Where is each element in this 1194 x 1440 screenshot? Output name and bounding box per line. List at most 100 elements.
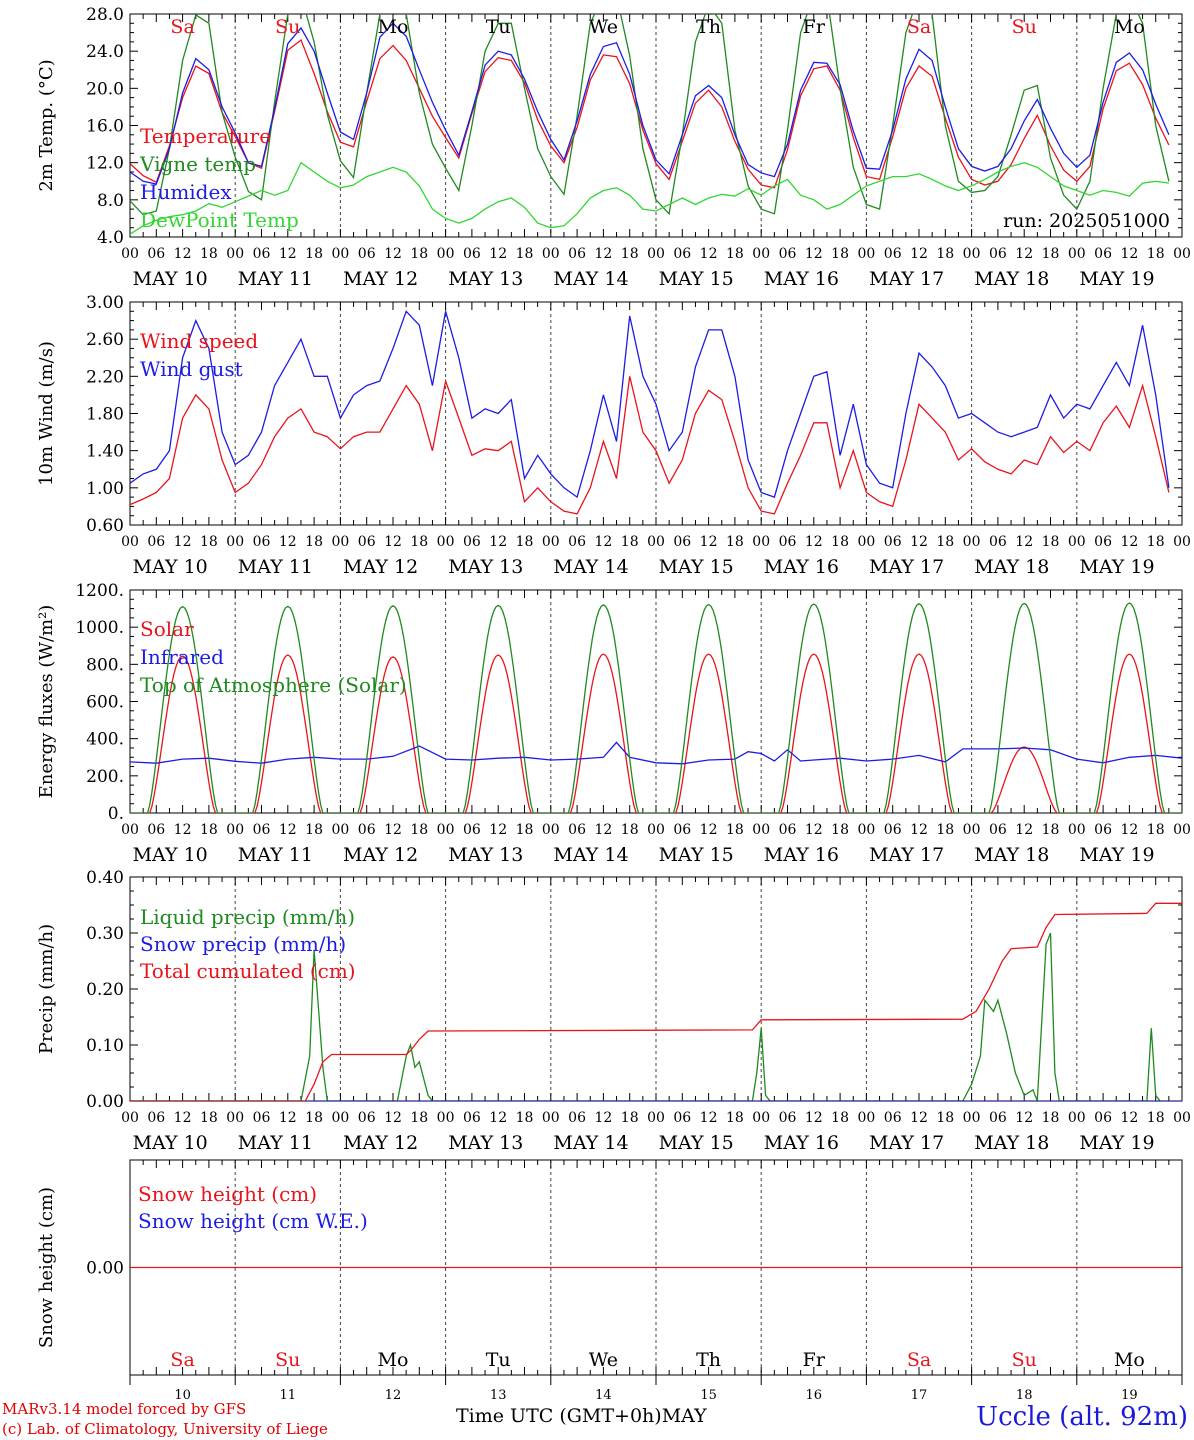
series-line-vigne-temp — [130, 14, 1170, 216]
hour-tick-label: 06 — [358, 246, 376, 262]
hour-tick-label: 06 — [673, 534, 691, 550]
date-label: MAY 18 — [974, 844, 1049, 866]
hour-tick-label: 12 — [805, 1110, 823, 1126]
weekday-label-top: Fr — [803, 16, 826, 38]
hour-tick-label: 00 — [121, 1110, 139, 1126]
hour-tick-label: 00 — [226, 534, 244, 550]
hour-tick-label: 12 — [174, 822, 192, 838]
hour-tick-label: 12 — [384, 822, 402, 838]
date-label: MAY 11 — [238, 556, 313, 578]
legend-entry: Snow precip (mm/h) — [140, 932, 346, 956]
hour-tick-label: 00 — [857, 246, 875, 262]
model-credit: MARv3.14 model forced by GFS — [2, 1400, 247, 1418]
hour-tick-label: 12 — [700, 534, 718, 550]
y-tick-label: 0.10 — [86, 1036, 124, 1056]
y-tick-label: 0.60 — [86, 516, 124, 536]
legend-entry: Humidex — [140, 180, 232, 204]
hour-tick-label: 12 — [1015, 1110, 1033, 1126]
weekday-label-bottom: Fr — [803, 1349, 826, 1371]
hour-tick-label: 06 — [358, 822, 376, 838]
date-label: MAY 12 — [343, 556, 418, 578]
hour-tick-label: 06 — [568, 534, 586, 550]
hour-tick-label: 06 — [1094, 246, 1112, 262]
legend-entry: DewPoint Temp — [140, 208, 299, 232]
weekday-label-bottom: Mo — [378, 1349, 409, 1371]
weekday-label-top: Sa — [907, 16, 931, 38]
hour-tick-label: 18 — [936, 534, 954, 550]
hour-tick-label: 12 — [805, 534, 823, 550]
hour-tick-label: 00 — [542, 534, 560, 550]
hour-tick-label: 18 — [831, 1110, 849, 1126]
hour-tick-label: 12 — [1015, 246, 1033, 262]
hour-tick-label: 18 — [200, 1110, 218, 1126]
hour-tick-label: 12 — [700, 822, 718, 838]
hour-tick-label: 18 — [726, 1110, 744, 1126]
hour-tick-label: 06 — [1094, 534, 1112, 550]
hour-tick-label: 06 — [253, 246, 271, 262]
hour-tick-label: 12 — [174, 534, 192, 550]
weekday-label-top: Mo — [378, 16, 409, 38]
y-tick-label: 1.40 — [86, 442, 124, 462]
hour-tick-label: 06 — [253, 1110, 271, 1126]
hour-tick-label: 12 — [489, 534, 507, 550]
plot-frame — [129, 301, 1183, 526]
hour-tick-label: 12 — [1120, 246, 1138, 262]
hour-tick-label: 12 — [279, 246, 297, 262]
weekday-label-bottom: Sa — [907, 1349, 931, 1371]
hour-tick-label: 12 — [489, 246, 507, 262]
hour-tick-label: 12 — [1015, 822, 1033, 838]
day-number-label: 19 — [1121, 1388, 1138, 1403]
weekday-label-bottom: Su — [275, 1349, 300, 1371]
hour-tick-label: 18 — [1042, 1110, 1060, 1126]
legend-entry: Temperature — [140, 124, 271, 148]
hour-tick-label: 00 — [226, 246, 244, 262]
hour-tick-label: 00 — [121, 534, 139, 550]
y-tick-label: 200. — [86, 767, 124, 787]
panel-1 — [129, 13, 1183, 238]
hour-tick-label: 06 — [884, 1110, 902, 1126]
y-tick-label: 4.0 — [97, 228, 124, 248]
date-label: MAY 18 — [974, 268, 1049, 290]
run-label: run: 2025051000 — [1003, 210, 1170, 232]
y-tick-label: 8.0 — [97, 191, 124, 211]
y-tick-label: 0.20 — [86, 980, 124, 1000]
hour-tick-label: 06 — [147, 1110, 165, 1126]
date-label: MAY 19 — [1079, 844, 1154, 866]
y-tick-label: 0.30 — [86, 924, 124, 944]
y-axis-label: 2m Temp. (°C) — [36, 59, 57, 191]
legend-entry: Liquid precip (mm/h) — [140, 905, 355, 929]
date-label: MAY 11 — [238, 1132, 313, 1154]
hour-tick-label: 06 — [884, 534, 902, 550]
date-label: MAY 16 — [764, 844, 839, 866]
hour-tick-label: 06 — [358, 534, 376, 550]
hour-tick-label: 00 — [437, 822, 455, 838]
hour-tick-label: 06 — [358, 1110, 376, 1126]
hour-tick-label: 12 — [384, 246, 402, 262]
y-tick-label: 20.0 — [86, 79, 124, 99]
hour-tick-label: 06 — [463, 822, 481, 838]
hour-tick-label: 00 — [857, 1110, 875, 1126]
legend-entry: Wind gust — [140, 357, 243, 381]
series-line-humidex — [130, 22, 1170, 185]
hour-tick-label: 06 — [673, 246, 691, 262]
series-line-dewpoint-temp — [130, 161, 1169, 235]
hour-tick-label: 06 — [779, 822, 797, 838]
hour-tick-label: 06 — [463, 534, 481, 550]
y-tick-label: 600. — [86, 693, 124, 713]
hour-tick-label: 18 — [726, 246, 744, 262]
series-line-wind-speed — [130, 376, 1170, 515]
hour-tick-label: 18 — [516, 534, 534, 550]
hour-tick-label: 12 — [384, 1110, 402, 1126]
hour-tick-label: 00 — [1068, 534, 1086, 550]
hour-tick-label: 12 — [594, 246, 612, 262]
hour-tick-label: 18 — [621, 246, 639, 262]
hour-tick-label: 00 — [226, 1110, 244, 1126]
hour-tick-label: 00 — [1068, 1110, 1086, 1126]
hour-tick-label: 00 — [647, 534, 665, 550]
series-line-total-cumulated-cm- — [130, 902, 1182, 1101]
hour-tick-label: 00 — [647, 1110, 665, 1126]
date-label: MAY 13 — [448, 1132, 523, 1154]
hour-tick-label: 06 — [989, 1110, 1007, 1126]
hour-tick-label: 18 — [200, 246, 218, 262]
hour-tick-label: 06 — [147, 246, 165, 262]
